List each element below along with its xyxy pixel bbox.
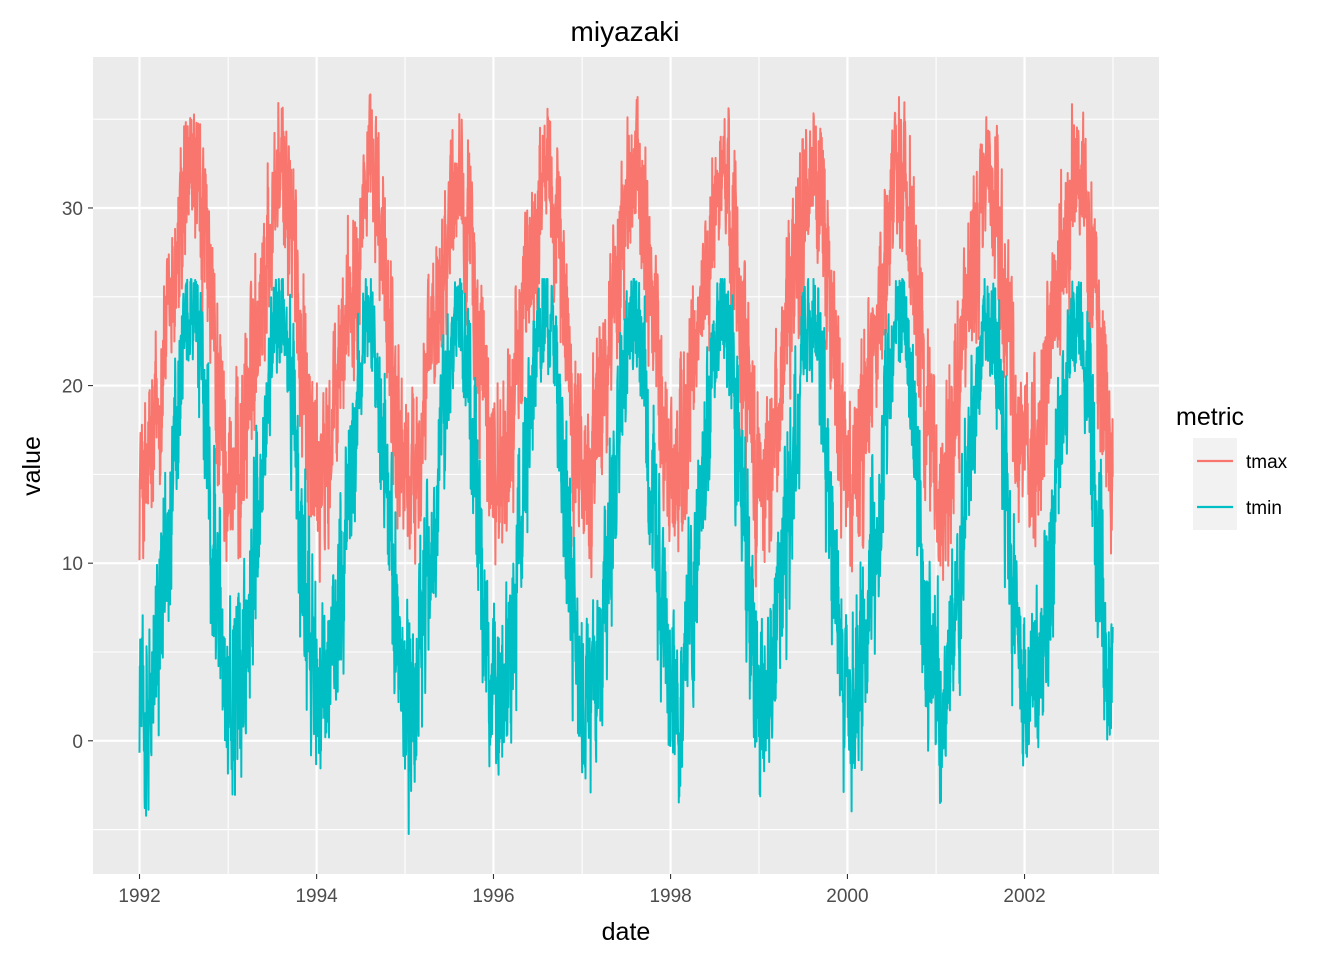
legend-items: tmax tmin [1193,438,1288,530]
x-tick-label: 2000 [826,886,868,907]
x-tick-label: 1994 [295,886,338,907]
y-axis-title: value [18,436,46,496]
x-axis-title: date [602,918,651,946]
y-tick-label: 30 [62,199,83,220]
y-axis: 0 10 20 30 [62,199,93,753]
legend: metric tmax tmin [1176,403,1288,530]
series-line-tmax [138,93,1114,588]
x-tick-label: 1992 [118,886,160,907]
x-axis: 1992 1994 1996 1998 2000 2002 [118,874,1046,907]
y-tick-label: 20 [62,377,83,398]
legend-title: metric [1176,403,1244,431]
chart-title: miyazaki [571,16,680,47]
y-tick-label: 0 [72,732,83,753]
legend-label-tmin: tmin [1246,498,1282,519]
series-line-tmin [138,278,1114,835]
plot-lines [138,93,1114,835]
x-tick-label: 1998 [649,886,691,907]
x-tick-label: 1996 [472,886,514,907]
y-tick-label: 10 [62,554,83,575]
x-tick-label: 2002 [1003,886,1045,907]
legend-label-tmax: tmax [1246,452,1288,473]
